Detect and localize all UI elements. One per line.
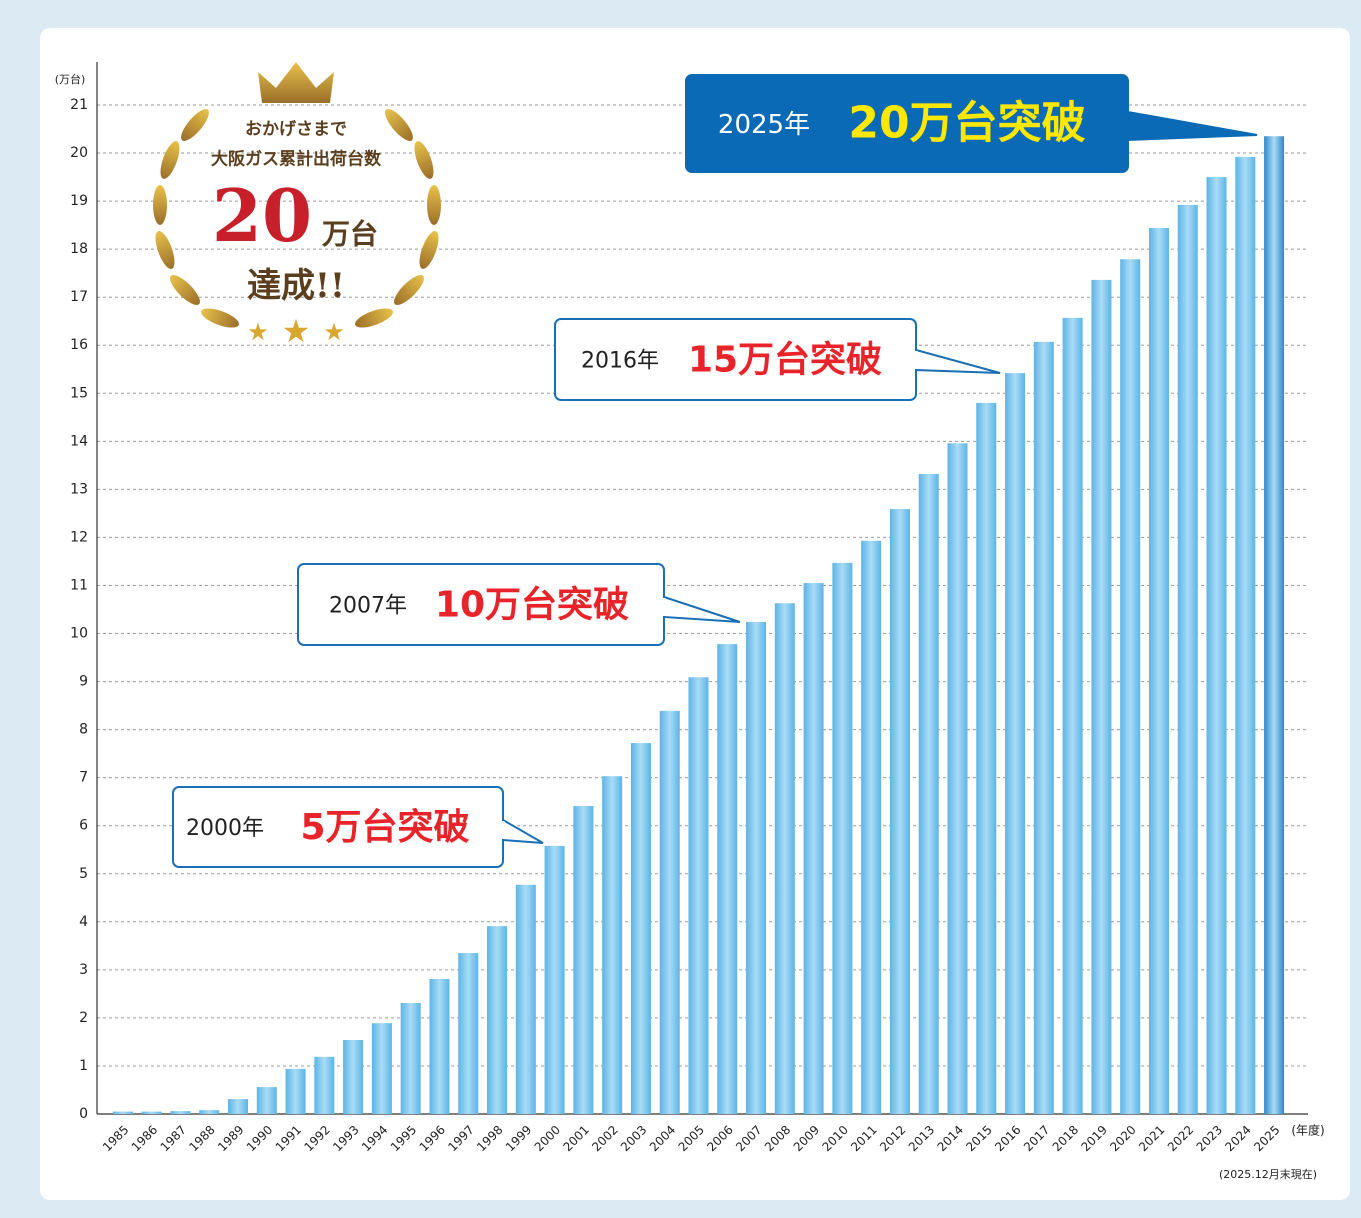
badge-number: 20 (212, 173, 312, 258)
bar (141, 1111, 162, 1114)
bar (573, 806, 594, 1114)
callout-year: 2025年 (718, 110, 810, 140)
bar (602, 776, 623, 1114)
bar (918, 474, 939, 1114)
bar (717, 644, 738, 1114)
note: (2025.12月末現在) (1219, 1167, 1317, 1181)
bar (1091, 279, 1112, 1115)
svg-text:★: ★ (282, 312, 311, 350)
callout-text: 20万台突破 (848, 98, 1085, 149)
y-tick-label: 3 (79, 962, 88, 978)
badge: ★ ★ ★ おかげさまで 大阪ガス累計出荷台数 20 万台 達成!! (153, 62, 441, 350)
bar (1264, 136, 1285, 1114)
bar (832, 562, 853, 1114)
y-tick-label: 4 (79, 914, 88, 930)
bar (1148, 228, 1169, 1115)
y-tick-label: 11 (70, 577, 88, 593)
bar (112, 1111, 133, 1114)
y-tick-label: 21 (70, 97, 88, 113)
bar (256, 1087, 277, 1114)
svg-text:★: ★ (323, 318, 345, 346)
y-tick-label: 15 (70, 385, 88, 401)
bar (889, 509, 910, 1115)
callout: 2007年 10万台突破 (297, 563, 741, 646)
bar (659, 710, 680, 1114)
bar (228, 1099, 249, 1114)
y-tick-label: 2 (79, 1010, 88, 1026)
y-tick-label: 5 (79, 866, 88, 882)
y-tick-label: 14 (70, 433, 88, 449)
bar (1120, 259, 1141, 1114)
bar (1033, 341, 1054, 1114)
callout: 2025年 20万台突破 (685, 74, 1258, 173)
bar (515, 884, 536, 1114)
bar (170, 1111, 191, 1114)
x-unit: (年度) (1291, 1123, 1324, 1138)
bar (371, 1023, 392, 1114)
bar (774, 603, 795, 1114)
callout-text: 5万台突破 (300, 807, 469, 848)
y-tick-label: 13 (70, 481, 88, 497)
y-tick-label: 7 (79, 770, 88, 786)
callout-text: 15万台突破 (688, 340, 882, 381)
y-tick-label: 16 (70, 337, 88, 353)
badge-unit: 万台 (322, 218, 378, 251)
bar (803, 583, 824, 1114)
bar (285, 1068, 306, 1114)
callout-year: 2007年 (329, 594, 407, 619)
y-tick-label: 0 (79, 1106, 88, 1122)
bar (199, 1110, 220, 1114)
stars: ★ ★ ★ (247, 312, 345, 350)
bar (1005, 373, 1026, 1114)
bar (343, 1040, 364, 1114)
y-tick-label: 8 (79, 722, 88, 738)
bar (458, 953, 479, 1114)
bar (976, 402, 997, 1114)
bar (630, 743, 651, 1114)
badge-line2: 大阪ガス累計出荷台数 (211, 149, 382, 170)
bar (1062, 317, 1083, 1114)
y-tick-label: 1 (79, 1058, 88, 1074)
y-tick-label: 18 (70, 241, 88, 257)
callout: 2016年 15万台突破 (554, 318, 1001, 401)
bar (746, 621, 767, 1114)
bar (544, 845, 565, 1114)
bar (429, 978, 450, 1114)
svg-text:★: ★ (247, 318, 269, 346)
y-tick-label: 6 (79, 818, 88, 834)
callout: 2000年 5万台突破 (172, 786, 544, 868)
y-tick-label: 10 (70, 626, 88, 642)
bar (688, 677, 709, 1114)
badge-line3: 達成!! (247, 266, 345, 306)
bar (1235, 156, 1256, 1115)
callout-year: 2016年 (581, 349, 659, 374)
bar (487, 926, 508, 1114)
y-tick-label: 9 (79, 674, 88, 690)
bar (400, 1003, 421, 1114)
bar (1177, 204, 1198, 1115)
y-unit: (万台) (55, 72, 86, 86)
y-tick-label: 12 (70, 529, 88, 545)
y-tick-label: 20 (70, 145, 88, 161)
y-tick-label: 19 (70, 193, 88, 209)
bar (861, 540, 882, 1114)
y-tick-label: 17 (70, 289, 88, 305)
crown (258, 62, 334, 103)
bar (947, 443, 968, 1114)
laurel (153, 109, 441, 328)
callout-year: 2000年 (186, 816, 264, 841)
bar (1206, 177, 1227, 1115)
callout-text: 10万台突破 (435, 585, 629, 626)
bar (314, 1056, 335, 1114)
badge-line1: おかげさまで (245, 120, 347, 140)
